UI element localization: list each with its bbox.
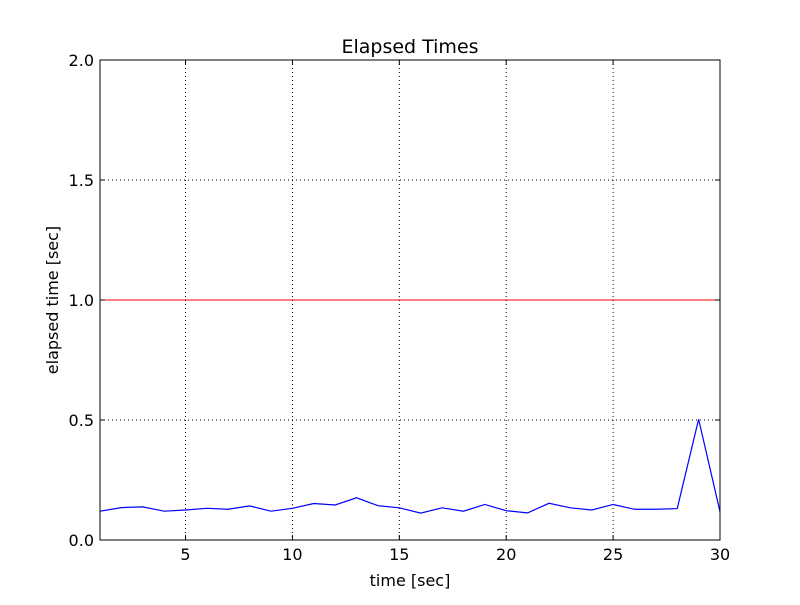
y-axis-label: elapsed time [sec] <box>43 226 62 374</box>
y-tick-label: 1.5 <box>69 171 94 190</box>
y-tick-label: 2.0 <box>69 51 94 70</box>
x-axis-label: time [sec] <box>370 571 451 590</box>
series-lines <box>99 419 721 514</box>
x-tick-label: 30 <box>710 545 730 564</box>
x-tick-label: 25 <box>603 545 623 564</box>
series-line <box>99 419 721 514</box>
y-tick-label: 0.5 <box>69 411 94 430</box>
x-tick-label: 10 <box>282 545 302 564</box>
x-tick-label: 15 <box>389 545 409 564</box>
axis-ticks: 5 10 15 20 25 30 0.0 0.5 1.0 1.5 2.0 <box>69 51 731 564</box>
y-tick-label: 0.0 <box>69 531 94 550</box>
x-tick-label: 20 <box>496 545 516 564</box>
x-tick-label: 5 <box>180 545 190 564</box>
y-tick-label: 1.0 <box>69 291 94 310</box>
chart-title: Elapsed Times <box>341 36 478 58</box>
